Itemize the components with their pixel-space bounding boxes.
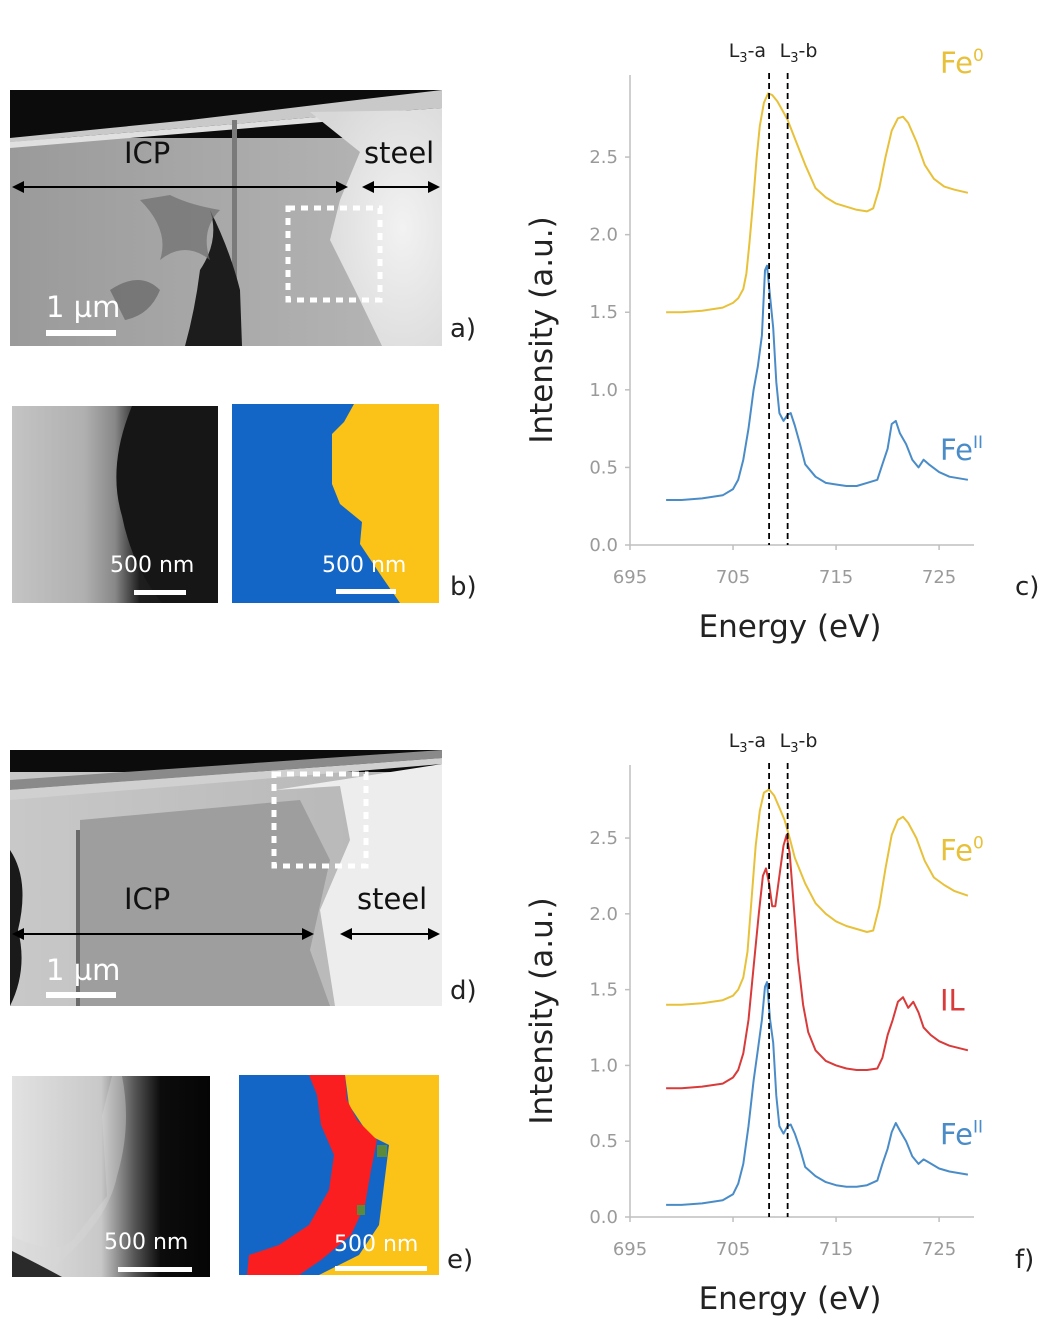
panel-f-label: f) bbox=[1015, 1245, 1035, 1275]
x-tick-label: 695 bbox=[613, 567, 647, 588]
panel-b-gray-image bbox=[12, 406, 218, 603]
marker-label-l3a: L3-a bbox=[729, 730, 766, 756]
panel-a-label: a) bbox=[450, 314, 477, 344]
y-tick-label: 0.0 bbox=[589, 535, 618, 556]
panel-a-steel-label: steel bbox=[364, 136, 435, 170]
x-tick-label: 705 bbox=[716, 567, 750, 588]
panel-e-map-scale-label: 500 nm bbox=[334, 1232, 419, 1257]
panel-d-steel-label: steel bbox=[357, 882, 428, 916]
series-label-FeII: FeII bbox=[940, 433, 983, 467]
series-label-IL: IL bbox=[940, 983, 965, 1017]
x-tick-label: 705 bbox=[716, 1239, 750, 1260]
panel-e-label: e) bbox=[447, 1245, 474, 1275]
panel-c-chart: 0.0 0.5 1.0 1.5 2.0 2.5 695 705 715 725 Energy (eV… bbox=[524, 40, 984, 645]
y-axis-title: Intensity (a.u.) bbox=[524, 897, 560, 1124]
marker-label-l3a: L3-a bbox=[729, 40, 766, 66]
panel-e-gray-image bbox=[12, 1076, 210, 1277]
panel-a-image bbox=[10, 90, 442, 346]
panel-b-label: b) bbox=[450, 572, 477, 602]
series-line-FeII bbox=[666, 264, 969, 501]
y-tick-label: 2.0 bbox=[589, 904, 618, 925]
marker-label-l3b: L3-b bbox=[780, 730, 818, 756]
y-tick-label: 2.0 bbox=[589, 225, 618, 246]
y-tick-label: 2.5 bbox=[589, 147, 618, 168]
x-axis-title: Energy (eV) bbox=[699, 609, 882, 645]
series-line-IL bbox=[666, 834, 969, 1090]
panel-d-icp-label: ICP bbox=[124, 882, 171, 916]
y-tick-label: 1.5 bbox=[589, 980, 618, 1001]
x-axis-title: Energy (eV) bbox=[699, 1281, 882, 1317]
marker-label-l3b: L3-b bbox=[780, 40, 818, 66]
series-label-Fe0: Fe0 bbox=[940, 834, 984, 868]
panel-e-gray-scale-label: 500 nm bbox=[104, 1230, 189, 1255]
panel-f-chart: 0.0 0.5 1.0 1.5 2.0 2.5 695 705 715 725 Energy (eV… bbox=[524, 730, 984, 1317]
x-tick-label: 695 bbox=[613, 1239, 647, 1260]
series-line-Fe0 bbox=[666, 788, 969, 1006]
panel-a-annotations bbox=[12, 181, 440, 193]
x-tick-label: 725 bbox=[922, 1239, 956, 1260]
panel-a-micrograph bbox=[10, 90, 442, 346]
panel-d-scale-bar-label: 1 µm bbox=[46, 953, 121, 987]
series-line-FeII bbox=[666, 981, 969, 1206]
y-tick-label: 1.0 bbox=[589, 1055, 618, 1076]
x-tick-label: 715 bbox=[819, 1239, 853, 1260]
panel-e-phase-map bbox=[239, 1075, 439, 1275]
y-tick-label: 1.0 bbox=[589, 380, 618, 401]
panel-d-annotations bbox=[12, 928, 440, 940]
series-label-Fe0: Fe0 bbox=[940, 46, 984, 80]
panel-a-icp-label: ICP bbox=[124, 136, 171, 170]
y-axis-title: Intensity (a.u.) bbox=[524, 216, 560, 443]
panel-d-label: d) bbox=[450, 976, 477, 1006]
panel-b-phase-map bbox=[232, 404, 439, 603]
panel-a-scale-bar-label: 1 µm bbox=[46, 290, 121, 324]
series-line-Fe0 bbox=[666, 92, 969, 314]
x-tick-label: 715 bbox=[819, 567, 853, 588]
y-tick-label: 0.0 bbox=[589, 1207, 618, 1228]
y-tick-label: 2.5 bbox=[589, 828, 618, 849]
panel-c-label: c) bbox=[1015, 572, 1040, 602]
x-tick-label: 725 bbox=[922, 567, 956, 588]
y-tick-label: 1.5 bbox=[589, 302, 618, 323]
panel-b-gray-scale-label: 500 nm bbox=[110, 553, 195, 578]
panel-b-map-scale-label: 500 nm bbox=[322, 553, 407, 578]
series-label-FeII: FeII bbox=[940, 1118, 983, 1152]
panel-d-micrograph bbox=[10, 750, 442, 1006]
y-tick-label: 0.5 bbox=[589, 457, 618, 478]
y-tick-label: 0.5 bbox=[589, 1131, 618, 1152]
